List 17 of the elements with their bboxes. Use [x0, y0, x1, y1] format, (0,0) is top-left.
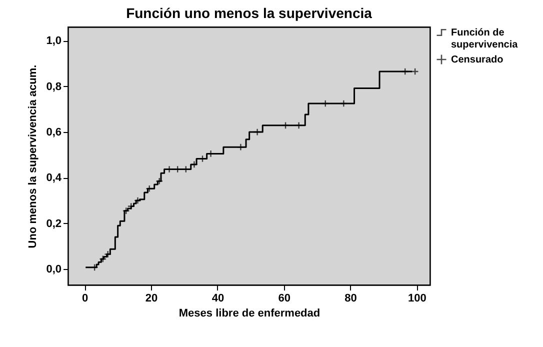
y-tick-label: 0,4: [46, 172, 62, 184]
x-tick-label: 20: [145, 292, 158, 304]
y-tick-label: 0,6: [46, 126, 62, 139]
x-tick-label: 80: [344, 292, 357, 304]
y-tick-label: 1,0: [46, 35, 62, 48]
x-tick-label: 60: [278, 292, 290, 304]
legend-label: Censurado: [451, 54, 504, 66]
legend-label: Función de supervivencia: [451, 28, 518, 50]
y-axis-title: Uno menos la supervivencia acum.: [27, 64, 40, 248]
x-tick-label: 100: [408, 292, 426, 304]
y-tick-label: 0,2: [46, 218, 62, 230]
y-tick-label: 0,8: [46, 80, 62, 93]
chart-title: Función uno menos la supervivencia: [126, 5, 372, 21]
y-tick-label: 0,0: [46, 264, 62, 276]
x-tick-label: 40: [212, 292, 224, 304]
x-tick-label: 0: [82, 292, 88, 304]
x-axis-title: Meses libre de enfermedad: [178, 308, 320, 320]
